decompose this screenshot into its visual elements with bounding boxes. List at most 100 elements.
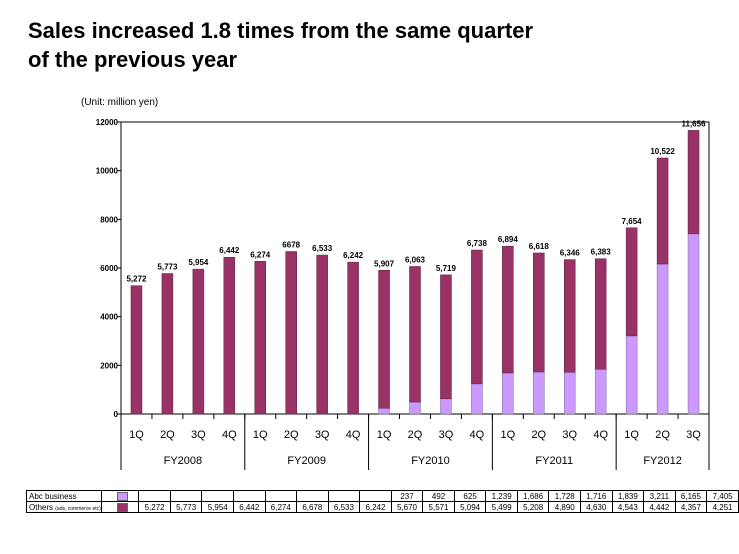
others-row-note: (ads, commerce etc) <box>55 505 101 512</box>
group-label-1: FY2009 <box>287 455 326 467</box>
total-label-9: 6,063 <box>405 255 426 264</box>
total-label-14: 6,346 <box>560 249 581 258</box>
unit-label: (Unit: million yen) <box>81 97 159 108</box>
table-cell-abc-3 <box>233 490 266 502</box>
bar-abc-9 <box>409 401 421 415</box>
table-cell-others-18: 4,251 <box>706 501 739 513</box>
total-label-4: 6,274 <box>250 250 271 259</box>
total-label-16: 7,654 <box>622 217 643 226</box>
total-label-6: 6,533 <box>312 244 333 253</box>
bar-others-14 <box>563 259 576 373</box>
bar-others-18 <box>687 130 700 235</box>
category-label-8: 1Q <box>377 429 392 441</box>
bar-others-2 <box>192 268 205 415</box>
table-cell-abc-0 <box>138 490 171 502</box>
stacked-bar-chart: 0 2000 4000 6000 8000 10000 12000 5,272 5,773 5,9… <box>96 118 710 470</box>
bar-abc-12 <box>502 372 514 415</box>
bar-abc-16 <box>625 335 638 415</box>
table-cell-others-16: 4,442 <box>643 501 676 513</box>
category-label-18: 3Q <box>686 429 701 441</box>
category-label-16: 1Q <box>624 429 639 441</box>
bar-abc-14 <box>563 371 576 415</box>
y-tick-label-1: 2000 <box>100 361 118 370</box>
table-cell-others-1: 5,773 <box>169 501 203 513</box>
table-row-abc: Abc business 237 492 625 1,239 1,686 1,728 1,7… <box>26 490 739 502</box>
title-line-2: of the previous year <box>28 47 238 72</box>
bar-others-3 <box>223 256 236 415</box>
table-cell-abc-6 <box>327 490 361 502</box>
bar-others-10 <box>440 274 452 400</box>
category-label-3: 4Q <box>222 429 237 441</box>
category-label-14: 3Q <box>562 429 577 441</box>
total-label-2: 5,954 <box>188 258 209 267</box>
table-cell-others-2: 5,954 <box>201 501 234 513</box>
total-label-18: 11,656 <box>682 119 707 128</box>
bar-others-12 <box>502 245 514 374</box>
category-label-17: 2Q <box>655 429 670 441</box>
category-label-2: 3Q <box>191 429 206 441</box>
total-label-8: 5,907 <box>374 259 395 268</box>
category-label-0: 1Q <box>129 429 144 441</box>
bar-abc-8 <box>378 407 390 415</box>
bar-others-11 <box>471 249 483 385</box>
table-cell-abc-18: 7,405 <box>706 490 739 502</box>
bar-abc-15 <box>594 369 607 415</box>
table-row-others: Others (ads, commerce etc) 5,272 5,773 5,9… <box>26 501 739 513</box>
table-cell-abc-5 <box>296 490 329 502</box>
table-cell-abc-9: 492 <box>422 490 455 502</box>
table-cell-abc-13: 1,728 <box>548 490 582 502</box>
bar-others-16 <box>625 227 638 337</box>
table-cell-abc-14: 1,716 <box>580 490 613 502</box>
others-row-name: Others <box>29 502 54 512</box>
table-cell-abc-10: 625 <box>453 490 487 502</box>
bar-others-7 <box>347 261 359 415</box>
category-label-13: 2Q <box>531 429 546 441</box>
page-title: Sales increased 1.8 times from the same … <box>28 16 718 74</box>
table-cell-abc-7 <box>359 490 392 502</box>
abc-swatch <box>116 491 128 501</box>
bar-others-1 <box>161 273 174 415</box>
bar-others-9 <box>409 266 421 403</box>
y-tick-label-4: 8000 <box>100 215 118 224</box>
total-label-10: 5,719 <box>436 264 457 273</box>
category-label-11: 4Q <box>470 429 485 441</box>
category-label-1: 2Q <box>160 429 175 441</box>
category-label-15: 4Q <box>593 429 608 441</box>
table-cell-others-12: 5,208 <box>516 501 550 513</box>
y-tick-label-2: 4000 <box>100 313 118 322</box>
bar-others-5 <box>285 251 297 415</box>
total-label-7: 6,242 <box>343 251 364 260</box>
abc-swatch-cell <box>100 490 140 502</box>
table-cell-others-10: 5,094 <box>453 501 487 513</box>
table-cell-others-0: 5,272 <box>138 501 171 513</box>
title-line-1: Sales increased 1.8 times from the same … <box>28 18 534 43</box>
total-label-5: 6678 <box>282 241 300 250</box>
others-swatch-cell <box>100 501 140 513</box>
table-cell-others-15: 4,543 <box>611 501 645 513</box>
table-cell-others-9: 5,571 <box>422 501 455 513</box>
total-label-1: 5,773 <box>157 263 178 272</box>
category-label-4: 1Q <box>253 429 268 441</box>
total-label-17: 10,522 <box>650 147 675 156</box>
bar-others-17 <box>656 157 669 265</box>
total-label-0: 5,272 <box>126 275 147 284</box>
y-tick-label-6: 12000 <box>96 118 119 127</box>
group-label-0: FY2008 <box>164 455 203 467</box>
bar-abc-18 <box>687 233 700 415</box>
y-tick-label-5: 10000 <box>96 167 119 176</box>
bar-others-15 <box>594 258 607 370</box>
category-label-12: 1Q <box>500 429 515 441</box>
bar-abc-13 <box>533 371 545 415</box>
table-cell-others-11: 5,499 <box>485 501 518 513</box>
group-label-4: FY2012 <box>643 455 682 467</box>
total-label-13: 6,618 <box>529 242 550 251</box>
bar-abc-10 <box>440 398 452 415</box>
table-cell-abc-11: 1,239 <box>485 490 518 502</box>
total-label-11: 6,738 <box>467 239 488 248</box>
abc-row-label: Abc business <box>26 490 102 502</box>
table-cell-abc-17: 6,165 <box>674 490 708 502</box>
table-cell-others-7: 6,242 <box>359 501 392 513</box>
table-cell-others-5: 6,678 <box>296 501 329 513</box>
abc-row-name: Abc business <box>29 491 77 501</box>
table-cell-abc-12: 1,686 <box>516 490 550 502</box>
